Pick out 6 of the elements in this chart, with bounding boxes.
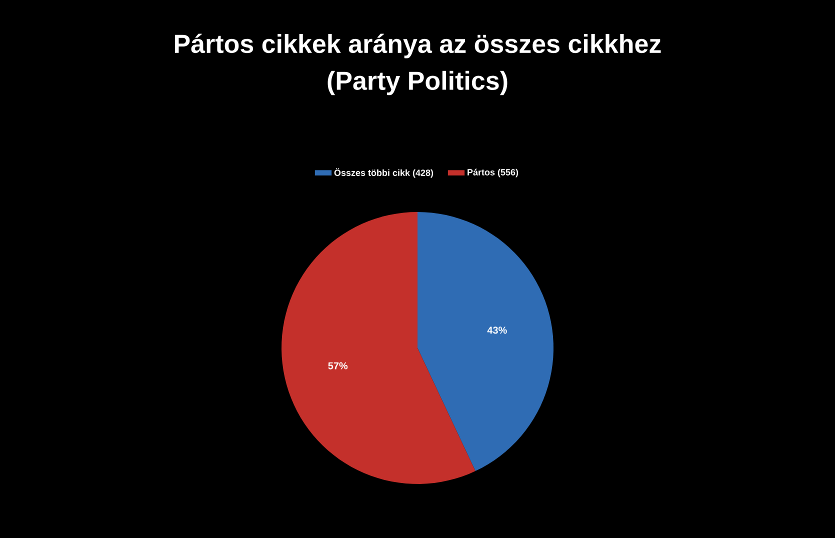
chart-title: Pártos cikkek aránya az összes cikkhez bbox=[174, 34, 661, 58]
legend-label: Összes többi cikk (428) bbox=[334, 168, 434, 178]
data-label: 57% bbox=[328, 362, 348, 370]
chart-subtitle: (Party Politics) bbox=[328, 70, 508, 96]
legend-label: Pártos (556) bbox=[468, 168, 518, 178]
data-label: 43% bbox=[487, 326, 507, 334]
